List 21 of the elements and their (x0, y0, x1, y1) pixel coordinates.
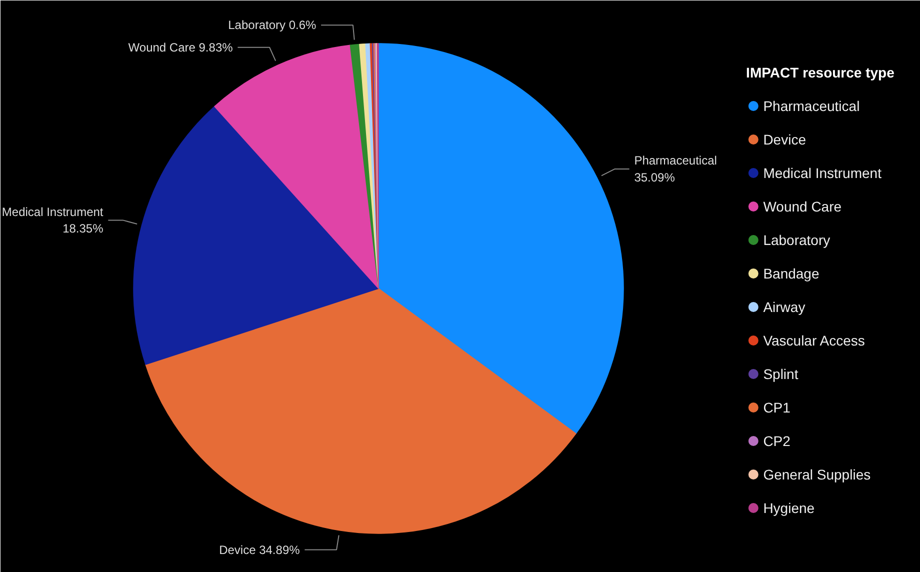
legend-label: CP1 (763, 400, 791, 416)
data-label: 35.09% (634, 170, 676, 184)
legend-label: Splint (763, 366, 798, 382)
legend-label: Airway (763, 299, 806, 315)
legend-label: Hygiene (763, 500, 815, 516)
legend-title: IMPACT resource type (746, 64, 895, 80)
legend-label: CP2 (763, 433, 791, 449)
category-label: Device 34.89% (219, 542, 300, 557)
legend-label: Wound Care (763, 198, 842, 214)
slice-label: Pharmaceutical (634, 154, 717, 168)
legend-label: Medical Instrument (763, 165, 882, 181)
legend-label: Bandage (763, 266, 820, 282)
legend-label: Device (763, 132, 806, 148)
category-label: Wound Care 9.83% (128, 40, 233, 54)
legend-label: Laboratory (763, 232, 830, 248)
data-label: 18.35% (62, 222, 104, 236)
legend-label: Pharmaceutical (763, 98, 860, 114)
legend-label: Vascular Access (763, 332, 865, 348)
slice-label: Medical Instrument (2, 204, 104, 219)
legend-label: General Supplies (763, 466, 871, 482)
category-label: Laboratory 0.6% (228, 18, 316, 32)
